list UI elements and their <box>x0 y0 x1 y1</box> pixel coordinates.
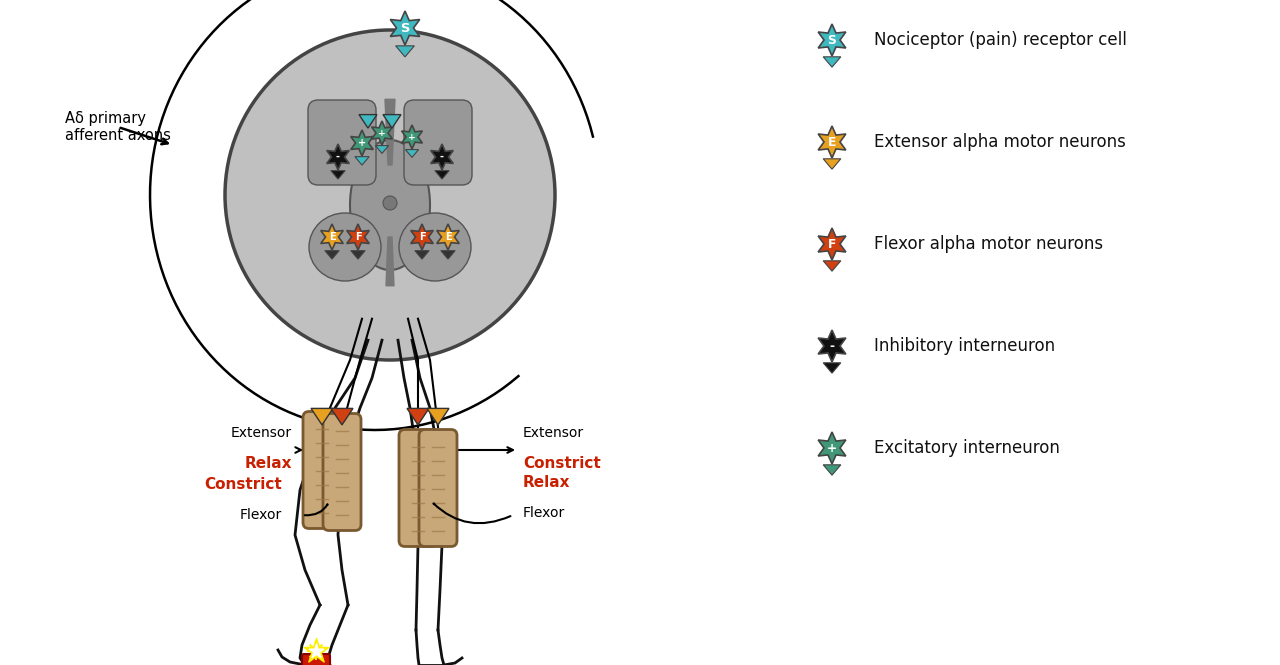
Point <box>306 646 326 656</box>
Polygon shape <box>823 57 841 67</box>
Polygon shape <box>818 24 846 56</box>
Ellipse shape <box>399 213 471 281</box>
Text: E: E <box>444 232 452 242</box>
Circle shape <box>225 30 556 360</box>
Polygon shape <box>818 126 846 158</box>
Polygon shape <box>371 121 393 145</box>
Polygon shape <box>387 237 394 286</box>
Polygon shape <box>347 224 369 250</box>
FancyBboxPatch shape <box>302 654 330 665</box>
Polygon shape <box>415 251 429 259</box>
Text: E: E <box>828 136 836 148</box>
Text: F: F <box>828 237 836 251</box>
Text: F: F <box>419 232 425 242</box>
Text: -: - <box>440 152 444 162</box>
Polygon shape <box>390 11 420 45</box>
Polygon shape <box>435 171 449 179</box>
Text: E: E <box>329 232 335 242</box>
Text: +: + <box>408 132 416 142</box>
Polygon shape <box>351 130 374 156</box>
Polygon shape <box>351 251 365 259</box>
FancyBboxPatch shape <box>399 430 436 547</box>
FancyBboxPatch shape <box>303 412 340 529</box>
Text: Extensor alpha motor neurons: Extensor alpha motor neurons <box>874 133 1126 151</box>
Polygon shape <box>330 171 346 179</box>
Ellipse shape <box>349 140 430 270</box>
Text: S: S <box>828 33 836 47</box>
Polygon shape <box>311 408 333 425</box>
Text: Constrict: Constrict <box>524 456 600 471</box>
Text: +: + <box>827 442 837 454</box>
Polygon shape <box>823 261 841 271</box>
Text: +: + <box>358 138 366 148</box>
Ellipse shape <box>308 213 381 281</box>
Polygon shape <box>411 224 433 250</box>
Polygon shape <box>396 46 415 57</box>
Text: -: - <box>335 152 340 162</box>
Polygon shape <box>823 159 841 169</box>
FancyBboxPatch shape <box>308 100 376 185</box>
Text: Aδ primary
afferent axons: Aδ primary afferent axons <box>65 111 170 144</box>
Polygon shape <box>823 363 841 373</box>
Polygon shape <box>355 157 369 165</box>
FancyBboxPatch shape <box>419 430 457 547</box>
Circle shape <box>383 196 397 210</box>
Polygon shape <box>431 144 453 170</box>
Text: Inhibitory interneuron: Inhibitory interneuron <box>874 337 1055 355</box>
FancyBboxPatch shape <box>404 100 472 185</box>
Polygon shape <box>440 251 456 259</box>
Polygon shape <box>823 465 841 475</box>
Polygon shape <box>428 408 449 425</box>
FancyBboxPatch shape <box>323 414 361 531</box>
Text: Extensor: Extensor <box>230 426 292 440</box>
Polygon shape <box>407 408 429 425</box>
Text: Relax: Relax <box>244 456 292 471</box>
Polygon shape <box>375 146 389 154</box>
Polygon shape <box>325 251 339 259</box>
Polygon shape <box>332 408 353 425</box>
Text: S: S <box>401 21 410 35</box>
Polygon shape <box>358 114 378 128</box>
Point <box>306 646 326 656</box>
Text: Constrict: Constrict <box>205 477 282 492</box>
Text: Flexor alpha motor neurons: Flexor alpha motor neurons <box>874 235 1103 253</box>
Text: +: + <box>378 128 385 138</box>
Text: Flexor: Flexor <box>239 508 282 522</box>
Polygon shape <box>321 224 343 250</box>
Text: Nociceptor (pain) receptor cell: Nociceptor (pain) receptor cell <box>874 31 1126 49</box>
Polygon shape <box>326 144 349 170</box>
Text: F: F <box>355 232 361 242</box>
Polygon shape <box>818 228 846 260</box>
Polygon shape <box>402 125 422 149</box>
Text: Relax: Relax <box>524 475 571 490</box>
Text: Flexor: Flexor <box>524 506 566 520</box>
Polygon shape <box>436 224 460 250</box>
Text: Excitatory interneuron: Excitatory interneuron <box>874 439 1060 457</box>
Polygon shape <box>818 330 846 362</box>
Polygon shape <box>818 432 846 464</box>
FancyArrowPatch shape <box>305 505 328 515</box>
Text: -: - <box>829 340 835 352</box>
FancyArrowPatch shape <box>434 503 511 523</box>
Polygon shape <box>383 114 401 128</box>
Text: Extensor: Extensor <box>524 426 584 440</box>
Polygon shape <box>385 99 396 165</box>
Polygon shape <box>406 150 419 158</box>
